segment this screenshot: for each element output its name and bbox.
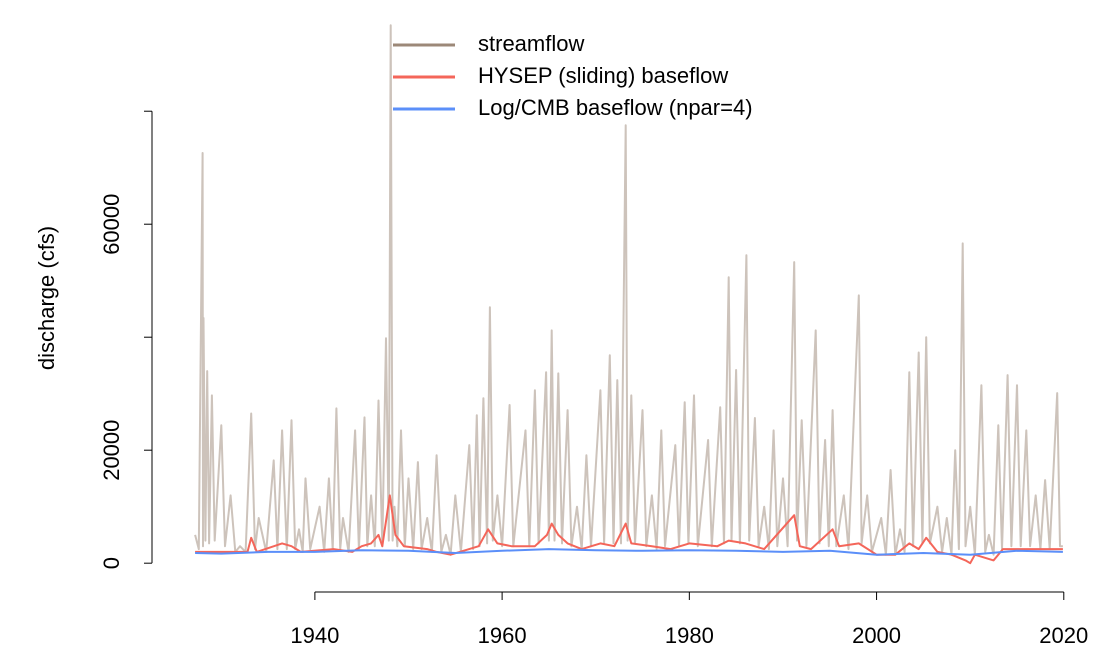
x-tick-label: 2000 bbox=[852, 623, 901, 648]
y-tick-label: 20000 bbox=[99, 420, 124, 481]
legend-label: Log/CMB baseflow (npar=4) bbox=[478, 95, 753, 120]
y-tick-label: 0 bbox=[99, 557, 124, 569]
x-tick-label: 2020 bbox=[1039, 623, 1088, 648]
legend-label: HYSEP (sliding) baseflow bbox=[478, 63, 728, 88]
y-axis-label: discharge (cfs) bbox=[34, 226, 59, 370]
x-tick-label: 1940 bbox=[290, 623, 339, 648]
series-line bbox=[195, 548, 1063, 556]
y-tick-label: 60000 bbox=[99, 194, 124, 255]
x-tick-label: 1960 bbox=[478, 623, 527, 648]
legend-label: streamflow bbox=[478, 31, 584, 56]
x-tick-label: 1980 bbox=[665, 623, 714, 648]
series-line bbox=[195, 494, 1063, 565]
